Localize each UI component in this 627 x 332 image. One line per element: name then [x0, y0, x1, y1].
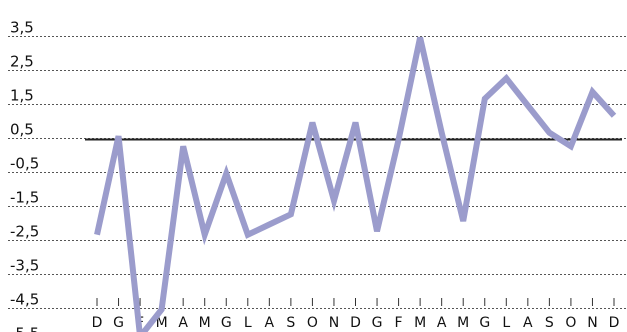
x-tick-label: S	[286, 315, 295, 331]
grid-lines	[8, 36, 627, 309]
y-tick-label: -0,5	[10, 155, 39, 173]
x-tick-label: M	[457, 315, 469, 331]
x-tick-label: D	[609, 315, 620, 331]
x-tick-label: D	[350, 315, 361, 331]
y-tick-label: 3,5	[10, 19, 34, 37]
x-tick-label: M	[414, 315, 426, 331]
x-tick-label: M	[199, 315, 211, 331]
x-tick-label: G	[479, 315, 490, 331]
x-tick-label: N	[329, 315, 339, 331]
y-tick-label: -2,5	[10, 223, 39, 241]
x-tick-label: G	[221, 315, 232, 331]
y-tick-label: -5,5	[10, 325, 39, 332]
x-tick-label: A	[523, 315, 533, 331]
series-line	[94, 36, 617, 332]
x-tick-label: L	[502, 315, 510, 331]
x-tick-label: A	[178, 315, 188, 331]
x-tick-label: A	[265, 315, 275, 331]
x-tick-label: G	[372, 315, 383, 331]
x-tick-label: M	[156, 315, 168, 331]
y-tick-label: -1,5	[10, 189, 39, 207]
x-tick-label: F	[395, 315, 403, 331]
x-tick-label: A	[437, 315, 447, 331]
y-axis-tick-labels: 3,5 2,5 1,5 0,5 -0,5 -1,5 -2,5 -3,5 -4,5 -5,5	[10, 19, 39, 332]
x-tick-label: O	[565, 315, 576, 331]
x-tick-label: S	[545, 315, 554, 331]
x-tick-label: G	[113, 315, 124, 331]
y-tick-label: -3,5	[10, 257, 39, 275]
y-tick-label: 1,5	[10, 87, 34, 105]
y-tick-label: -4,5	[10, 291, 39, 309]
x-tick-label: N	[587, 315, 597, 331]
x-tick-label: O	[307, 315, 318, 331]
x-tick-label: D	[92, 315, 103, 331]
y-tick-label: 0,5	[10, 121, 34, 139]
y-tick-label: 2,5	[10, 53, 34, 71]
x-tick-label: L	[244, 315, 252, 331]
